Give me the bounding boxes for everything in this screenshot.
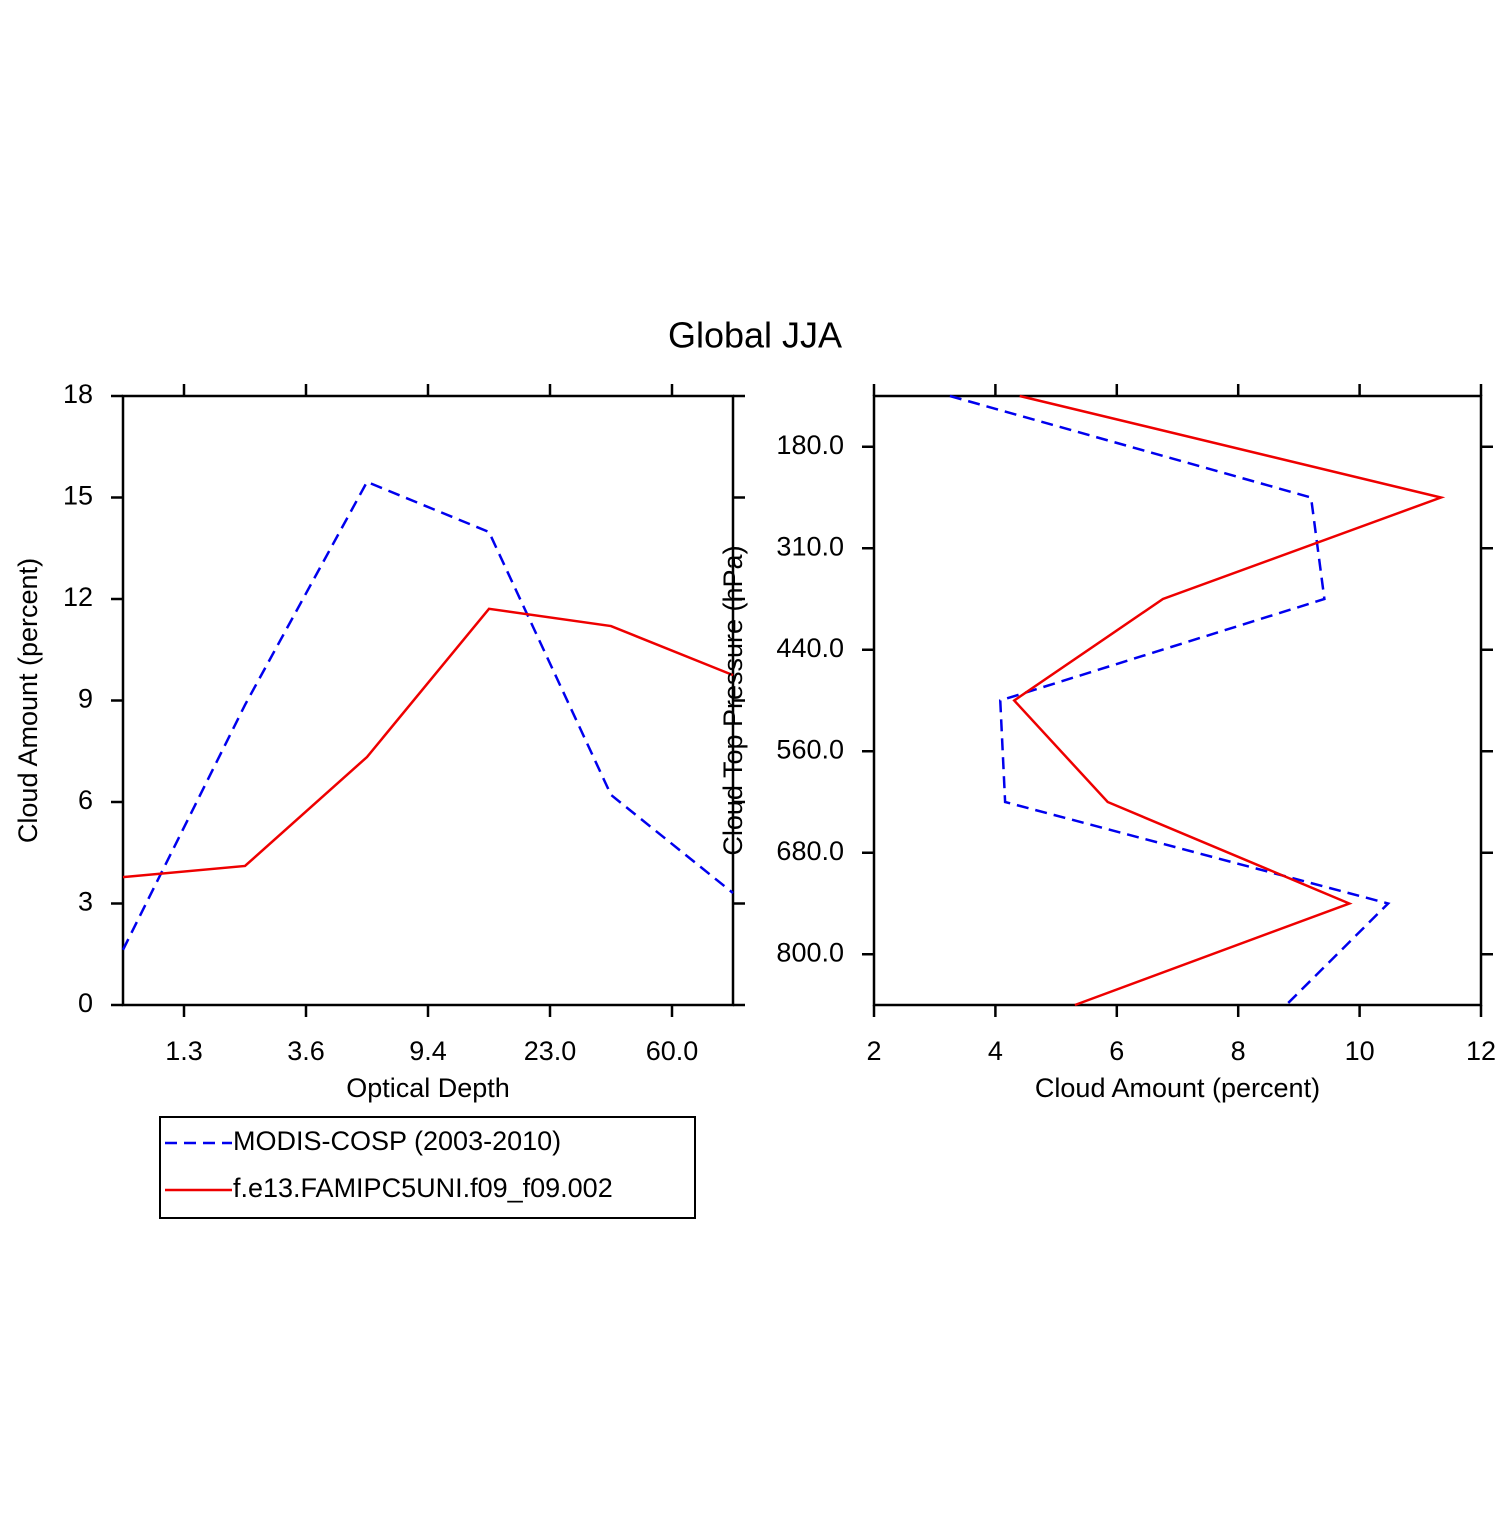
x-tick-label: 10	[1345, 1036, 1375, 1066]
x-axis-label: Optical Depth	[346, 1073, 510, 1103]
data-line	[121, 480, 734, 951]
x-tick-label: 6	[1109, 1036, 1124, 1066]
y-tick-label: 0	[78, 988, 93, 1018]
plot-frame	[872, 394, 1483, 1007]
x-tick-label: 9.4	[409, 1036, 447, 1066]
x-tick-label: 1.3	[165, 1036, 203, 1066]
y-tick-label: 9	[78, 684, 93, 714]
x-tick-label: 23.0	[524, 1036, 577, 1066]
y-tick-label: 3	[78, 887, 93, 917]
x-tick-label: 12	[1466, 1036, 1496, 1066]
y-tick-label: 560.0	[776, 734, 844, 764]
x-tick-label: 2	[866, 1036, 881, 1066]
data-line	[1012, 394, 1446, 1007]
plot-frame	[121, 394, 735, 1007]
y-axis-label: Cloud Top Pressure (hPa)	[718, 545, 748, 855]
x-tick-label: 3.6	[287, 1036, 325, 1066]
legend-label: f.e13.FAMIPC5UNI.f09_f09.002	[233, 1173, 613, 1203]
y-tick-label: 15	[63, 481, 93, 511]
y-tick-label: 6	[78, 785, 93, 815]
data-line	[122, 607, 734, 879]
y-tick-label: 18	[63, 379, 93, 409]
legend-label: MODIS-COSP (2003-2010)	[233, 1126, 561, 1156]
x-tick-label: 60.0	[646, 1036, 699, 1066]
chart-title: Global JJA	[668, 315, 842, 356]
x-tick-label: 4	[988, 1036, 1003, 1066]
legend-box	[159, 1116, 696, 1219]
y-tick-label: 680.0	[776, 836, 844, 866]
y-tick-label: 310.0	[776, 531, 844, 561]
data-line	[949, 394, 1391, 1006]
x-tick-label: 8	[1231, 1036, 1246, 1066]
y-tick-label: 800.0	[776, 937, 844, 967]
y-axis-label: Cloud Amount (percent)	[13, 558, 43, 843]
x-axis-label: Cloud Amount (percent)	[1035, 1073, 1320, 1103]
y-tick-label: 12	[63, 582, 93, 612]
y-tick-label: 180.0	[776, 430, 844, 460]
y-tick-label: 440.0	[776, 633, 844, 663]
